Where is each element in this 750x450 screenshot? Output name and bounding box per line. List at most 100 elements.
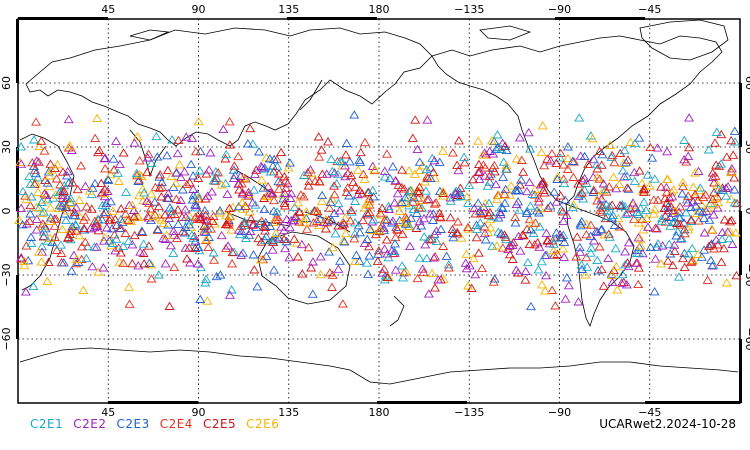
triangle-marker <box>414 216 425 225</box>
triangle-marker <box>721 278 732 287</box>
triangle-marker <box>110 246 121 255</box>
triangle-marker <box>249 265 260 274</box>
triangle-marker <box>573 297 584 306</box>
triangle-marker <box>471 220 482 229</box>
triangle-marker <box>373 246 384 255</box>
triangle-marker <box>664 239 675 248</box>
triangle-marker <box>34 203 45 212</box>
triangle-marker <box>327 270 338 279</box>
triangle-marker <box>441 251 452 260</box>
triangle-marker <box>516 175 527 184</box>
triangle-marker <box>235 171 246 180</box>
triangle-marker <box>271 228 282 237</box>
triangle-marker <box>643 222 653 231</box>
triangle-marker <box>431 226 442 235</box>
triangle-marker <box>162 193 173 202</box>
triangle-marker <box>511 154 522 163</box>
triangle-marker <box>678 181 688 191</box>
triangle-marker <box>34 141 45 151</box>
triangle-marker <box>324 268 335 277</box>
triangle-marker <box>459 158 470 167</box>
triangle-marker <box>513 231 524 240</box>
triangle-marker <box>537 121 548 130</box>
triangle-marker <box>202 296 213 305</box>
triangle-marker <box>447 224 458 234</box>
triangle-marker <box>364 241 374 251</box>
triangle-marker <box>531 206 542 215</box>
lat-tick-left: 30 <box>0 140 13 154</box>
triangle-marker <box>721 191 732 200</box>
triangle-marker <box>599 230 610 239</box>
triangle-marker <box>208 175 219 185</box>
triangle-marker <box>192 259 203 268</box>
triangle-marker <box>379 264 390 273</box>
triangle-marker <box>97 200 108 210</box>
triangle-marker <box>673 212 684 221</box>
triangle-marker <box>346 205 357 215</box>
triangle-marker <box>375 208 386 217</box>
triangle-marker <box>183 216 194 225</box>
triangle-marker <box>56 248 67 257</box>
triangle-marker <box>414 253 425 262</box>
triangle-marker <box>36 197 47 206</box>
triangle-marker <box>471 232 482 242</box>
triangle-marker <box>406 213 416 222</box>
triangle-marker <box>111 136 122 145</box>
triangle-marker <box>652 143 663 152</box>
triangle-marker <box>255 255 266 264</box>
triangle-marker <box>206 187 217 196</box>
triangle-marker <box>562 142 573 151</box>
triangle-marker <box>621 157 632 167</box>
triangle-marker <box>357 215 368 225</box>
triangle-marker <box>138 239 149 248</box>
triangle-marker <box>350 196 361 205</box>
triangle-marker <box>477 150 488 159</box>
lat-tick-right: −60 <box>743 327 750 350</box>
triangle-marker <box>286 188 297 198</box>
triangle-marker <box>341 138 352 147</box>
triangle-marker <box>560 195 571 204</box>
triangle-marker <box>660 217 671 226</box>
triangle-marker <box>353 220 364 230</box>
triangle-marker <box>200 278 211 287</box>
triangle-marker <box>236 179 247 188</box>
triangle-marker <box>46 165 57 174</box>
triangle-marker <box>688 182 699 191</box>
triangle-marker <box>582 262 593 271</box>
triangle-marker <box>200 210 211 219</box>
triangle-marker <box>188 190 199 200</box>
triangle-marker <box>57 190 68 200</box>
triangle-marker <box>306 263 317 272</box>
triangle-marker <box>43 257 54 266</box>
triangle-marker <box>21 219 32 228</box>
triangle-marker <box>302 167 313 177</box>
triangle-marker <box>100 164 111 173</box>
triangle-marker <box>511 265 522 274</box>
triangle-marker <box>501 234 512 244</box>
triangle-marker <box>30 168 41 178</box>
triangle-marker <box>661 182 672 192</box>
triangle-marker <box>463 222 473 232</box>
triangle-marker <box>363 269 374 278</box>
triangle-marker <box>107 206 118 215</box>
triangle-marker <box>306 168 317 178</box>
triangle-marker <box>522 257 533 267</box>
triangle-marker <box>602 206 613 215</box>
triangle-marker <box>214 208 225 217</box>
triangle-marker <box>245 123 256 133</box>
triangle-marker <box>123 236 134 245</box>
triangle-marker <box>98 209 109 218</box>
triangle-marker <box>85 224 96 233</box>
triangle-marker <box>634 133 645 142</box>
triangle-marker <box>477 263 487 273</box>
triangle-marker <box>577 176 588 185</box>
triangle-marker <box>259 204 270 214</box>
triangle-marker <box>619 172 630 181</box>
triangle-marker <box>529 240 540 249</box>
triangle-marker <box>559 252 570 261</box>
triangle-marker <box>289 234 300 243</box>
triangle-marker <box>248 250 259 259</box>
triangle-marker <box>236 226 247 235</box>
triangle-marker <box>683 222 694 231</box>
lon-tick-top: 45 <box>101 3 115 16</box>
